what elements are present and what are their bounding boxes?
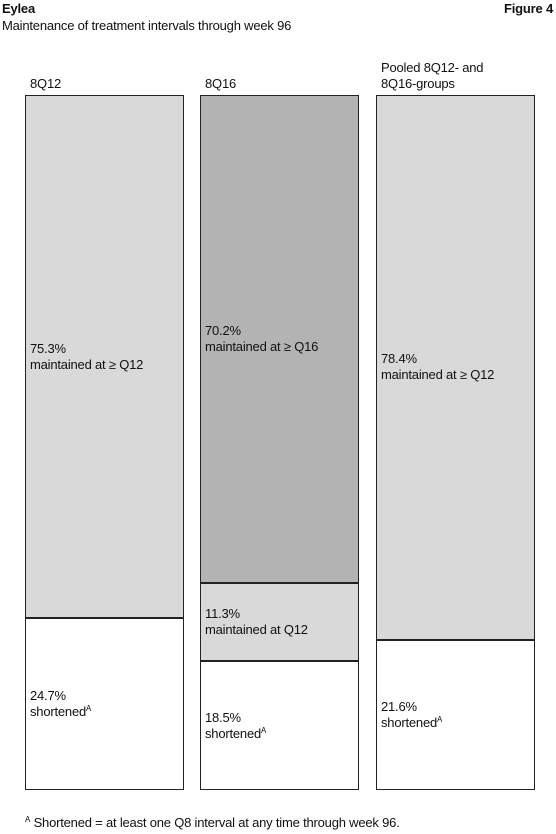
value-label: 11.3% bbox=[205, 606, 240, 622]
value-label: 70.2% bbox=[205, 322, 241, 338]
segment-name: shortened bbox=[381, 714, 438, 730]
segment-name: maintained at Q12 bbox=[205, 622, 308, 638]
segment-name: maintained at ≥ Q12 bbox=[30, 356, 144, 372]
bar-segment bbox=[376, 639, 535, 790]
bar-segment bbox=[200, 95, 359, 583]
footnote-marker: A bbox=[25, 815, 31, 824]
segment-name: maintained at ≥ Q12 bbox=[381, 367, 495, 383]
category-label: 8Q12 bbox=[30, 76, 62, 91]
bar-segment bbox=[200, 582, 359, 662]
value-label: 78.4% bbox=[381, 351, 417, 367]
note-marker: A bbox=[261, 725, 267, 735]
figure-label: Figure 4 bbox=[504, 1, 553, 16]
segment-label: 75.3% maintained at ≥ Q12 bbox=[30, 341, 143, 373]
segment-name: shortened bbox=[30, 704, 87, 720]
value-label: 21.6% bbox=[381, 698, 417, 714]
footnote: A Shortened = at least one Q8 interval a… bbox=[25, 815, 400, 830]
segment-label: 78.4% maintained at ≥ Q12 bbox=[381, 351, 494, 383]
bar-segment bbox=[200, 661, 359, 790]
bar-segment bbox=[376, 95, 535, 640]
value-label: 24.7% bbox=[30, 688, 66, 704]
bar-segment bbox=[25, 95, 184, 619]
segment-label: 11.3% maintained at Q12 bbox=[205, 606, 308, 638]
category-label: 8Q16 bbox=[205, 76, 237, 91]
chart-title: Eylea bbox=[2, 1, 35, 16]
category-label: Pooled 8Q12- and 8Q16-groups bbox=[381, 60, 484, 91]
segment-label: 18.5% shortenedA bbox=[205, 710, 266, 742]
bar-segment bbox=[25, 618, 184, 790]
value-label: 18.5% bbox=[205, 709, 241, 725]
chart-subtitle: Maintenance of treatment intervals throu… bbox=[2, 18, 292, 33]
footnote-text: Shortened = at least one Q8 interval at … bbox=[33, 815, 400, 830]
value-label: 75.3% bbox=[30, 340, 66, 356]
segment-label: 70.2% maintained at ≥ Q16 bbox=[205, 323, 318, 355]
segment-label: 21.6% shortenedA bbox=[381, 699, 442, 731]
note-marker: A bbox=[86, 704, 92, 714]
segment-label: 24.7% shortenedA bbox=[30, 688, 91, 720]
segment-name: shortened bbox=[205, 725, 262, 741]
segment-name: maintained at ≥ Q16 bbox=[205, 338, 319, 354]
note-marker: A bbox=[437, 714, 443, 724]
